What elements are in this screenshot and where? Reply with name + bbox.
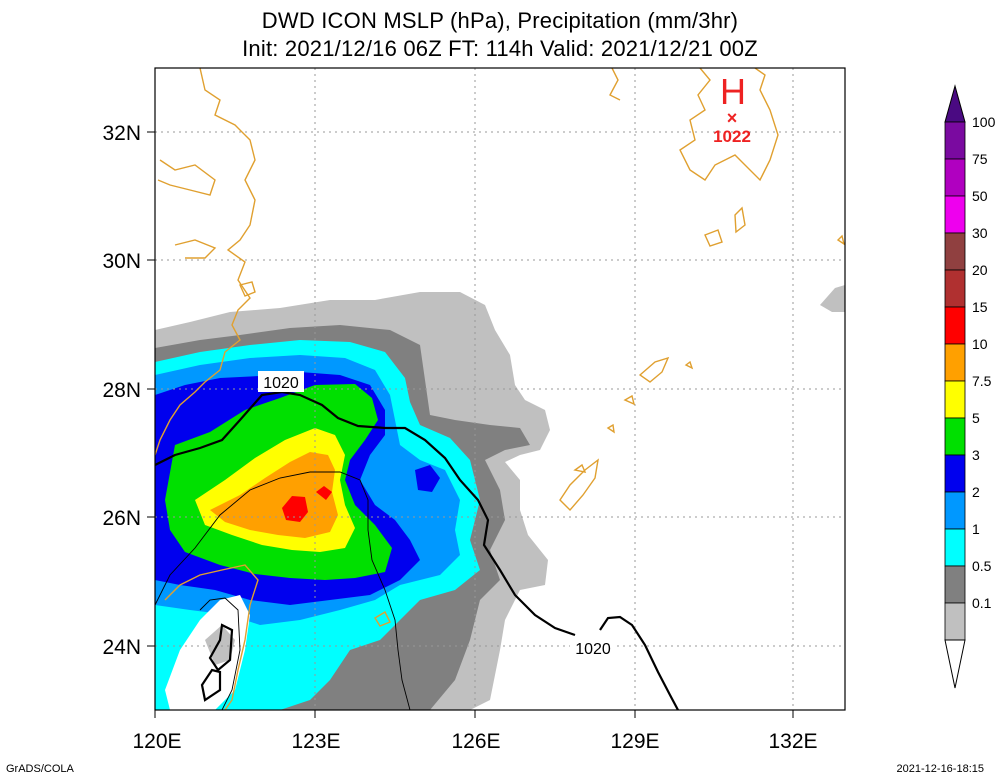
isobar-taiwan-thin	[199, 597, 241, 710]
isobar-1020-east	[599, 615, 679, 710]
kyushu-coast	[679, 68, 779, 182]
high-pressure-center: H × 1022	[713, 71, 751, 146]
legend-swatch-50	[944, 195, 966, 234]
korea-coast	[609, 68, 621, 101]
legend-swatch-20	[944, 269, 966, 308]
legend-label-1: 1	[972, 521, 980, 537]
legend-label-2: 2	[972, 484, 980, 500]
amami-island	[638, 356, 670, 383]
lat-axis-labels: 32N 30N 28N 26N 24N	[102, 122, 141, 659]
legend-swatch-5	[944, 417, 966, 456]
isobar-taiwan-2	[200, 668, 222, 702]
tick-marks	[147, 131, 794, 718]
legend-top-triangle	[944, 84, 966, 123]
taiwan-coast	[164, 564, 259, 710]
legend-swatch-7-5	[944, 380, 966, 419]
legend-swatch-15	[944, 306, 966, 345]
lat-label-26n: 26N	[102, 507, 141, 530]
kerama-islet	[573, 463, 587, 473]
dry-area-taiwan	[165, 595, 250, 710]
legend-labels: 100 75 50 30 20 15 10 7.5 5 3 2 1 0.5 0.…	[972, 114, 996, 611]
tanegashima	[734, 206, 746, 234]
precip-legend: 100 75 50 30 20 15 10 7.5 5 3 2 1 0.5 0.…	[944, 84, 996, 689]
isobar-thin	[155, 471, 411, 710]
lat-label-30n: 30N	[102, 250, 141, 273]
precip-3-area-east	[415, 465, 440, 492]
high-marker: ×	[727, 108, 738, 128]
legend-label-10: 10	[972, 336, 988, 352]
precip-15-area-small	[316, 486, 332, 500]
legend-label-7-5: 7.5	[972, 373, 992, 389]
legend-swatch-1	[944, 528, 966, 567]
legend-swatch-0-1	[944, 602, 966, 641]
isobar-1020-thick	[155, 390, 576, 637]
legend-label-30: 30	[972, 225, 988, 241]
shanghai-coast	[157, 159, 216, 196]
map-title: DWD ICON MSLP (hPa), Precipitation (mm/3…	[261, 8, 739, 33]
china-coast	[155, 68, 256, 456]
lat-label-32n: 32N	[102, 122, 141, 145]
isobar-label-1020-b: 1020	[575, 641, 611, 658]
okinawa-island	[559, 458, 599, 512]
legend-swatch-0-5	[944, 565, 966, 604]
legend-swatch-75	[944, 158, 966, 197]
legend-swatch-100	[944, 121, 966, 160]
legend-label-3: 3	[972, 447, 980, 463]
sakishima-islands	[374, 611, 391, 627]
legend-label-50: 50	[972, 188, 988, 204]
lon-label-129e: 129E	[610, 730, 659, 753]
tokunoshima	[606, 423, 615, 434]
zhoushan-islands	[239, 281, 256, 297]
lon-label-126e: 126E	[451, 730, 500, 753]
precip-0-1-area-ne	[820, 285, 845, 312]
high-value: 1022	[713, 127, 751, 146]
legend-swatch-30	[944, 232, 966, 271]
lat-label-28n: 28N	[102, 379, 141, 402]
high-symbol: H	[720, 71, 746, 112]
legend-label-20: 20	[972, 262, 988, 278]
legend-bottom-triangle	[944, 639, 966, 689]
coastlines	[155, 68, 845, 710]
footer-timestamp: 2021-12-16-18:15	[896, 763, 984, 775]
map-subtitle: Init: 2021/12/16 06Z FT: 114h Valid: 202…	[242, 36, 758, 61]
footer-credit: GrADS/COLA	[6, 763, 74, 775]
lon-label-123e: 123E	[291, 730, 340, 753]
tokara-islet	[684, 360, 694, 370]
legend-label-100: 100	[972, 114, 996, 130]
legend-label-15: 15	[972, 299, 988, 315]
lon-label-120e: 120E	[132, 730, 181, 753]
legend-label-75: 75	[972, 151, 988, 167]
daito-islet	[836, 234, 845, 246]
lon-label-132e: 132E	[768, 730, 817, 753]
isobar-labels: 1020 1020	[258, 371, 616, 658]
isobar-label-1020-a: 1020	[263, 375, 299, 392]
isobars	[155, 390, 679, 710]
precip-15-area	[282, 496, 308, 522]
legend-swatch-10	[944, 343, 966, 382]
isobar-taiwan-1	[208, 623, 234, 672]
legend-label-0-5: 0.5	[972, 558, 992, 574]
lon-axis-labels: 120E 123E 126E 129E 132E	[132, 730, 817, 753]
legend-label-0-1: 0.1	[972, 595, 992, 611]
legend-label-5: 5	[972, 410, 980, 426]
osumi-islands	[704, 229, 723, 247]
yangtze-mouth	[174, 239, 217, 259]
yoron-islet	[623, 394, 636, 406]
lat-label-24n: 24N	[102, 636, 141, 659]
legend-swatch-2	[944, 491, 966, 530]
legend-swatch-3	[944, 454, 966, 493]
